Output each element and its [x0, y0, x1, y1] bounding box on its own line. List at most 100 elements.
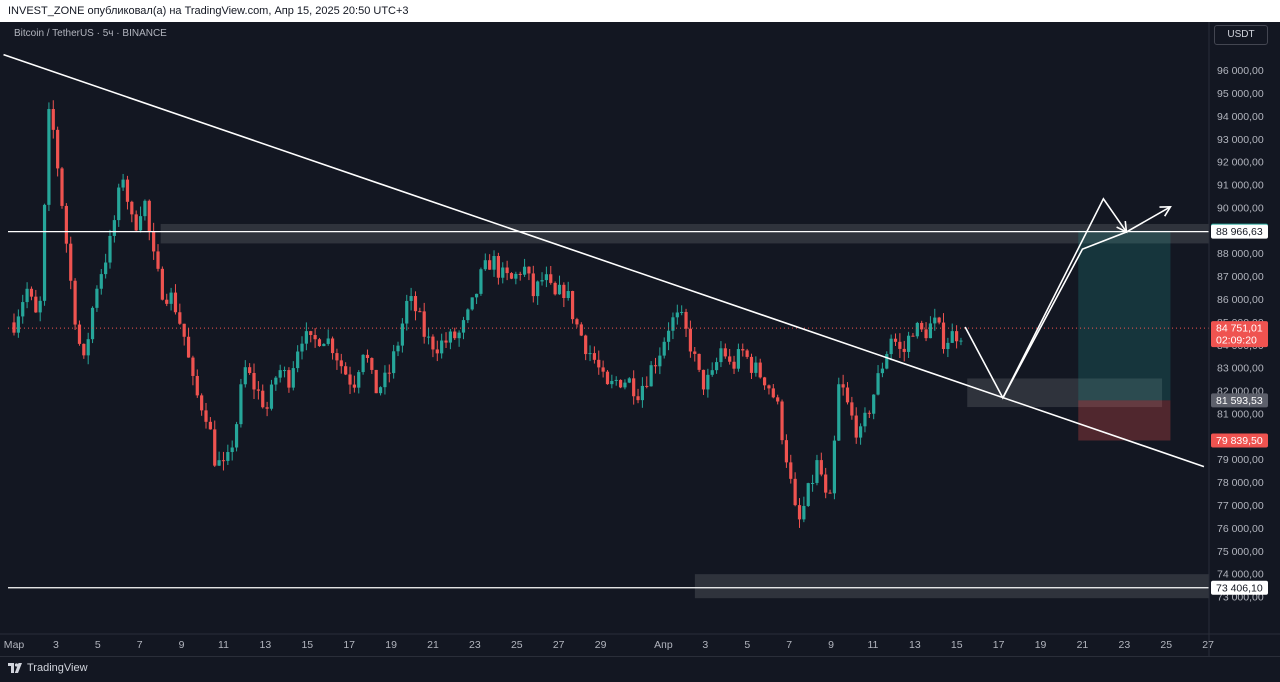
price-tick-label: 92 000,00	[1217, 157, 1264, 169]
candle-body	[239, 384, 243, 425]
long-position-stop-area[interactable]	[1078, 400, 1171, 441]
publisher-bar: INVEST_ZONE опубликовал(а) на TradingVie…	[0, 0, 1280, 22]
time-tick-label: 13	[260, 639, 272, 651]
candle-body	[108, 235, 112, 263]
support-resistance-zone[interactable]	[160, 223, 1209, 244]
candle-body	[706, 374, 710, 390]
candle-body	[278, 370, 282, 378]
candle-body	[99, 274, 103, 289]
time-tick-label: 13	[909, 639, 921, 651]
support-resistance-zone[interactable]	[694, 574, 1209, 599]
candle-body	[291, 368, 295, 388]
candle-body	[326, 338, 330, 344]
candle-body	[872, 394, 876, 414]
candle-body	[518, 273, 522, 275]
forecast-arrow-head	[1159, 205, 1172, 217]
candle-body	[592, 353, 596, 360]
candle-body	[632, 378, 636, 397]
candle-body	[138, 216, 143, 231]
candle-body	[309, 331, 313, 336]
candle-body	[819, 460, 823, 475]
candle-body	[60, 168, 64, 206]
long-position-target-area[interactable]	[1078, 230, 1171, 401]
price-tick-label: 87 000,00	[1217, 271, 1264, 283]
tradingview-logo[interactable]: TradingView	[8, 662, 88, 674]
candle-body	[457, 332, 461, 339]
candle-body	[566, 291, 570, 299]
candle-body	[723, 348, 727, 357]
currency-button[interactable]: USDT	[1214, 25, 1268, 45]
candle-body	[317, 339, 322, 347]
candle-body	[64, 205, 68, 244]
candle-body	[575, 319, 579, 325]
time-tick-label: 27	[553, 639, 565, 651]
candle-body	[588, 353, 592, 355]
candle-body	[954, 331, 959, 342]
candle-body	[269, 384, 274, 409]
candle-body	[370, 358, 374, 370]
candle-body	[959, 340, 963, 342]
candle-body	[130, 201, 134, 215]
time-tick-label: 5	[744, 639, 750, 651]
candle-body	[47, 109, 51, 205]
candle-body	[536, 281, 540, 297]
candle-body	[348, 374, 352, 385]
candle-body	[213, 429, 217, 466]
chart-area[interactable]: 73 000,00 74 000,00 75 000,00 76 000,00 77 0…	[0, 22, 1280, 656]
candle-body	[25, 288, 29, 303]
candle-body	[461, 320, 466, 333]
candle-body	[405, 300, 409, 324]
candle-body	[522, 266, 527, 275]
candle-body	[361, 354, 365, 373]
candle-body	[531, 273, 535, 297]
candle-body	[854, 415, 858, 438]
candle-body	[645, 385, 649, 387]
price-tick-label: 91 000,00	[1217, 180, 1264, 192]
price-axis-label-text: 88 966,63	[1216, 226, 1263, 238]
candle-body	[889, 338, 893, 355]
candle-body	[928, 323, 933, 339]
price-axis-label-text: 84 751,01	[1216, 323, 1263, 335]
candle-body	[387, 372, 391, 374]
candle-body	[217, 460, 221, 466]
candle-body	[941, 322, 946, 350]
candle-body	[195, 375, 199, 396]
trend-line[interactable]	[3, 53, 1205, 468]
candle-body	[287, 370, 291, 388]
candle-body	[165, 299, 169, 304]
candle-body	[300, 343, 304, 352]
candle-body	[400, 323, 404, 346]
candle-body	[226, 452, 230, 461]
time-tick-label: 11	[218, 639, 229, 651]
candle-body	[178, 312, 182, 324]
candle-body	[335, 353, 339, 361]
candle-body	[701, 369, 706, 390]
candle-body	[73, 280, 77, 325]
candle-body	[837, 384, 841, 441]
time-tick-label: 7	[786, 639, 792, 651]
candle-body	[906, 335, 911, 352]
candle-body	[658, 355, 662, 367]
candle-body	[474, 293, 479, 298]
price-tick-label: 86 000,00	[1217, 294, 1264, 306]
time-tick-label: 27	[1202, 639, 1214, 651]
candle-body	[501, 267, 505, 278]
candle-body	[741, 349, 745, 351]
time-tick-label: 17	[343, 639, 355, 651]
candle-body	[248, 367, 252, 373]
candle-body	[832, 440, 837, 494]
forecast-arrow-path[interactable]	[964, 206, 1171, 400]
candle-body	[243, 367, 247, 385]
candle-body	[95, 288, 99, 308]
candle-body	[666, 330, 671, 342]
candle-body	[204, 410, 208, 422]
candle-body	[562, 284, 566, 299]
candle-body	[409, 296, 413, 301]
price-tick-label: 83 000,00	[1217, 363, 1264, 375]
forecast-arrow-path[interactable]	[1002, 197, 1128, 399]
candle-body	[749, 356, 754, 373]
candle-body	[728, 356, 732, 362]
candle-body	[767, 385, 771, 389]
candle-body	[697, 353, 701, 370]
